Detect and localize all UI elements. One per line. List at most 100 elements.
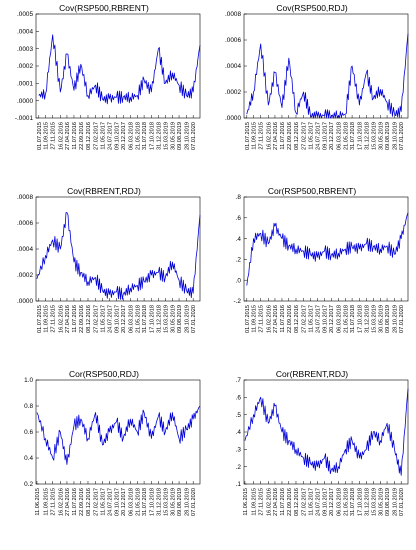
x-tick-label: 27.04.2016 bbox=[65, 305, 71, 333]
y-tick-label: .0004 bbox=[17, 29, 33, 36]
panel-cor-rsp500-rbrent: Cor(RSP500,RBRENT) -.2 .0 .2 .4 .6 .8 01.07.20… bbox=[208, 183, 416, 366]
x-tick-label: 16.02.2016 bbox=[266, 488, 272, 516]
x-tick-label: 20.12.2017 bbox=[121, 305, 127, 333]
x-tick-label: 06.03.2018 bbox=[128, 305, 134, 333]
series-line bbox=[36, 212, 201, 300]
panel-cor-rsp500-rdj: Cor(RSP500,RDJ) 0.2 0.4 0.6 0.8 1.0 11.06.201… bbox=[0, 366, 208, 549]
x-tick-label: 30.05.2019 bbox=[378, 122, 384, 150]
x-tick-label: 27.02.2017 bbox=[94, 122, 100, 150]
x-tick-label: 30.05.2019 bbox=[170, 122, 176, 150]
x-tick-label: 11.05.2017 bbox=[308, 122, 314, 150]
y-tick-label: .0000 bbox=[17, 298, 33, 305]
x-tick-label: 27.04.2016 bbox=[273, 488, 279, 516]
x-tick-label: 21.05.2018 bbox=[135, 122, 141, 150]
y-tick-label: .0000 bbox=[225, 115, 241, 122]
y-tick-label: .0008 bbox=[17, 194, 33, 201]
x-tick-label: 30.05.2019 bbox=[170, 305, 176, 333]
panel-cor-rbrent-rdj: Cor(RBRENT,RDJ) .1 .2 .3 .4 .5 .6 .7 11.06.2015… bbox=[208, 366, 416, 549]
y-tick-label: .0004 bbox=[17, 246, 33, 253]
x-tick-label: 27.04.2016 bbox=[65, 488, 71, 516]
x-tick-label: 11.07.2016 bbox=[72, 488, 78, 516]
x-tick-label: 21.05.2018 bbox=[135, 305, 141, 333]
x-tick-label: 11.09.2015 bbox=[252, 488, 258, 516]
x-tick-label: 28.10.2019 bbox=[393, 305, 399, 333]
panel-cov-rsp500-rdj: Cov(RSP500,RDJ) .0000.0002.0004.0006.000… bbox=[208, 0, 416, 183]
x-tick-label: 16.02.2016 bbox=[58, 488, 64, 516]
x-tick-label: 15.03.2019 bbox=[371, 305, 377, 333]
x-tick-label: 09.10.2017 bbox=[115, 122, 121, 150]
x-tick-label: 16.02.2016 bbox=[58, 305, 64, 333]
x-tick-label: 09.10.2017 bbox=[115, 488, 121, 516]
x-tick-label: 22.09.2016 bbox=[79, 122, 85, 150]
series-line bbox=[246, 212, 409, 286]
x-tick-label: 17.10.2018 bbox=[357, 488, 363, 516]
x-tick-label: 31.12.2018 bbox=[156, 122, 162, 150]
y-tick-label: .6 bbox=[236, 395, 242, 402]
x-tick-label: 15.03.2019 bbox=[163, 305, 169, 333]
x-tick-label: 31.12.2018 bbox=[364, 122, 370, 150]
panel-plot: .0000 .0002 .0004 .0006 .0008 01.07.2015 11.09… bbox=[17, 194, 201, 333]
x-tick-label: 27.11.2015 bbox=[51, 305, 57, 333]
x-tick-label: 01.07.2015 bbox=[245, 305, 251, 333]
x-tick-label: 11.05.2017 bbox=[308, 488, 314, 516]
x-tick-label: 17.10.2018 bbox=[357, 122, 363, 150]
x-tick-label: 30.05.2019 bbox=[378, 305, 384, 333]
x-tick-label: 09.08.2019 bbox=[177, 122, 183, 150]
x-tick-label: 30.05.2019 bbox=[378, 488, 384, 516]
x-tick-label: 01.07.2015 bbox=[37, 305, 43, 333]
x-tick-label: 06.03.2018 bbox=[128, 488, 134, 516]
panel-title: Cor(RBRENT,RDJ) bbox=[275, 369, 349, 379]
x-tick-label: 09.08.2019 bbox=[177, 305, 183, 333]
y-tick-label: .0 bbox=[236, 277, 242, 284]
x-tick-label: 27.11.2015 bbox=[51, 488, 57, 516]
x-tick-label: 15.03.2019 bbox=[371, 488, 377, 516]
x-tick-label: 24.07.2017 bbox=[315, 122, 321, 150]
x-tick-label: 11.05.2017 bbox=[100, 305, 106, 333]
y-tick-label: .0004 bbox=[225, 63, 241, 70]
panel-plot: 0.2 0.4 0.6 0.8 1.0 11.06.2015 11.09.2015 27.11… bbox=[24, 377, 201, 516]
x-tick-label: 08.12.2016 bbox=[294, 488, 300, 516]
x-tick-label: 07.01.2020 bbox=[191, 488, 197, 516]
panel-plot: -.0001 .0000 .0001 .0002 .0003 .0004 .0005 01.0… bbox=[15, 11, 201, 150]
panel-cov-rbrent-rdj: Cov(RBRENT,RDJ) .0000.0002.0004.0006.000… bbox=[0, 183, 208, 366]
x-tick-label: 28.10.2019 bbox=[185, 122, 191, 150]
y-tick-label: .4 bbox=[236, 236, 242, 243]
panel-title: Cov(RSP500,RDJ) bbox=[276, 3, 348, 13]
x-tick-label: 31.12.2018 bbox=[364, 305, 370, 333]
panel-title: Cov(RBRENT,RDJ) bbox=[67, 186, 141, 196]
panel-title: Cor(RSP500,RBRENT) bbox=[267, 186, 357, 196]
x-tick-label: 11.06.2015 bbox=[35, 488, 41, 516]
x-tick-label: 08.12.2016 bbox=[86, 122, 92, 150]
panel-plot: .1 .2 .3 .4 .5 .6 .7 11.06.2015 11.09.2015 27.11.… bbox=[236, 377, 409, 516]
y-tick-label: .5 bbox=[236, 412, 242, 419]
x-tick-label: 15.03.2019 bbox=[163, 122, 169, 150]
y-tick-label: .1 bbox=[236, 481, 242, 488]
x-tick-label: 27.02.2017 bbox=[302, 488, 308, 516]
x-tick-label: 27.11.2015 bbox=[259, 305, 265, 333]
x-tick-label: 17.10.2018 bbox=[149, 488, 155, 516]
x-tick-label: 24.07.2017 bbox=[107, 122, 113, 150]
y-tick-label: .0002 bbox=[17, 63, 33, 70]
x-tick-label: 21.05.2018 bbox=[135, 488, 141, 516]
x-tick-label: 28.10.2019 bbox=[393, 122, 399, 150]
x-tick-label: 08.12.2016 bbox=[294, 122, 300, 150]
x-tick-label: 09.10.2017 bbox=[323, 488, 329, 516]
x-tick-label: 11.07.2016 bbox=[280, 122, 286, 150]
x-tick-label: 28.10.2019 bbox=[393, 488, 399, 516]
x-tick-label: 09.08.2019 bbox=[385, 305, 391, 333]
x-tick-label: 31.07.2018 bbox=[350, 122, 356, 150]
y-tick-label: .2 bbox=[236, 257, 242, 264]
x-tick-label: 11.07.2016 bbox=[280, 305, 286, 333]
x-tick-label: 15.03.2019 bbox=[371, 122, 377, 150]
x-tick-label: 07.01.2020 bbox=[191, 305, 197, 333]
x-tick-label: 01.07.2015 bbox=[37, 122, 43, 150]
y-tick-label: .0001 bbox=[17, 81, 33, 88]
y-tick-label: .0005 bbox=[17, 11, 33, 18]
x-tick-label: 17.10.2018 bbox=[149, 305, 155, 333]
y-tick-label: .3 bbox=[236, 447, 242, 454]
x-tick-label: 09.08.2019 bbox=[177, 488, 183, 516]
x-tick-label: 31.12.2018 bbox=[364, 488, 370, 516]
panel-cov-rsp500-rbrent: Cov(RSP500,RBRENT) -.0001 .0000 .0001 .0002… bbox=[0, 0, 208, 183]
plot-frame bbox=[243, 196, 409, 302]
x-tick-label: 20.12.2017 bbox=[121, 488, 127, 516]
